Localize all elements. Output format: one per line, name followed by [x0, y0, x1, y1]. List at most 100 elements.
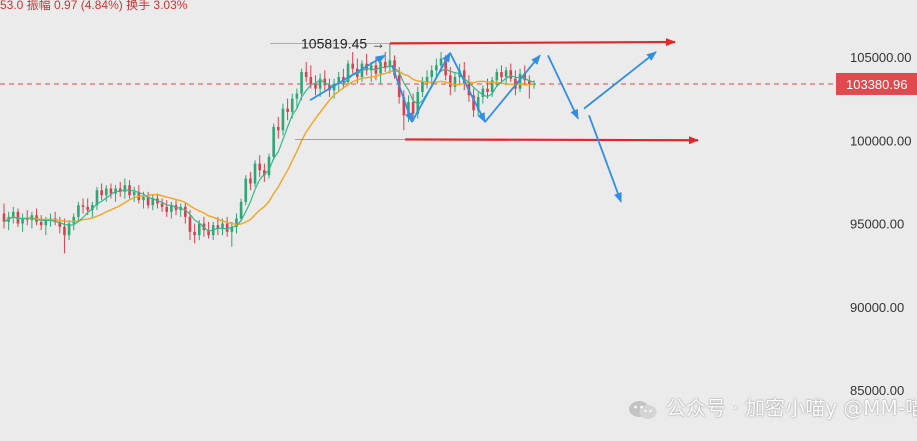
candle-body[interactable] [379, 61, 382, 74]
candle-body[interactable] [421, 81, 424, 92]
candle-body[interactable] [360, 63, 364, 77]
candle-body[interactable] [290, 98, 294, 112]
candle-body[interactable] [523, 73, 527, 81]
candle-body[interactable] [118, 188, 122, 192]
candle-body[interactable] [407, 101, 410, 116]
candle-body[interactable] [383, 61, 387, 67]
candle-body[interactable] [337, 76, 341, 84]
candle-body[interactable] [258, 163, 262, 171]
y-tick-label: 100000.00 [850, 133, 911, 148]
candle-body[interactable] [416, 91, 420, 114]
candle-body[interactable] [263, 170, 266, 176]
candle-body[interactable] [276, 126, 280, 131]
candle-body[interactable] [369, 65, 373, 71]
candle-body[interactable] [109, 188, 113, 194]
candle-body[interactable] [235, 218, 238, 227]
candle-body[interactable] [528, 80, 531, 84]
candle-body[interactable] [267, 156, 271, 176]
candle-body[interactable] [249, 178, 252, 184]
candle-body[interactable] [67, 223, 71, 236]
candle-body[interactable] [197, 223, 201, 236]
candle-body[interactable] [314, 83, 317, 89]
candle-body[interactable] [318, 78, 322, 89]
candle-body[interactable] [2, 213, 6, 222]
candle-body[interactable] [351, 63, 354, 69]
candle-body[interactable] [104, 188, 108, 196]
candle-body[interactable] [63, 226, 66, 236]
candle-body[interactable] [244, 178, 248, 202]
candle-body[interactable] [184, 206, 187, 217]
candle-body[interactable] [225, 223, 229, 232]
y-tick-label: 85000.00 [850, 383, 904, 398]
candle-body[interactable] [402, 96, 406, 116]
candle-body[interactable] [44, 220, 48, 226]
candle-body[interactable] [77, 205, 80, 217]
candle-body[interactable] [425, 76, 429, 82]
candle-body[interactable] [309, 76, 313, 84]
candle-body[interactable] [514, 78, 517, 89]
candle-body[interactable] [239, 201, 243, 219]
candle-body[interactable] [304, 71, 308, 77]
candle-body[interactable] [286, 108, 289, 112]
candle-body[interactable] [281, 108, 285, 131]
candle-body[interactable] [151, 198, 155, 206]
candle-body[interactable] [11, 211, 15, 217]
candle-body[interactable] [435, 65, 438, 71]
candle-body[interactable] [504, 70, 508, 77]
candle-body[interactable] [86, 206, 89, 211]
candle-body[interactable] [16, 211, 20, 224]
candle-body[interactable] [481, 88, 485, 97]
candle-body[interactable] [476, 96, 480, 111]
candle-body[interactable] [188, 216, 192, 232]
y-tick-label: 95000.00 [850, 217, 904, 232]
candle-body[interactable] [142, 196, 145, 201]
candle-body[interactable] [207, 230, 210, 236]
candle-body[interactable] [490, 80, 494, 92]
candle-body[interactable] [21, 218, 24, 224]
candle-body[interactable] [444, 58, 447, 76]
candle-body[interactable] [346, 63, 350, 82]
candle-body[interactable] [332, 83, 336, 91]
candle-body[interactable] [170, 205, 173, 212]
candle-body[interactable] [272, 126, 275, 157]
candle-body[interactable] [486, 88, 489, 92]
current-price-tag [836, 72, 917, 95]
candle-body[interactable] [81, 205, 85, 207]
candle-body[interactable] [123, 185, 127, 192]
candle-body[interactable] [230, 226, 234, 232]
annotation-blue-arrow [588, 114, 622, 203]
candle-body[interactable] [495, 71, 499, 81]
candle-body[interactable] [253, 163, 257, 184]
candle-body[interactable] [165, 206, 169, 212]
candle-body[interactable] [449, 75, 452, 87]
candle-body[interactable] [462, 70, 466, 84]
candle-body[interactable] [388, 60, 392, 67]
candle-body[interactable] [439, 58, 443, 66]
candle-body[interactable] [128, 185, 131, 196]
candle-body[interactable] [216, 225, 220, 229]
candle-body[interactable] [295, 93, 299, 99]
candle-body[interactable] [100, 190, 103, 196]
candle-body[interactable] [430, 70, 434, 77]
annotation-blue-arrow [411, 51, 451, 123]
candle-body[interactable] [193, 231, 196, 236]
candle-body[interactable] [411, 101, 415, 114]
candle-body[interactable] [146, 196, 150, 206]
candle-body[interactable] [160, 203, 164, 207]
candle-body[interactable] [453, 76, 457, 87]
candle-body[interactable] [132, 191, 136, 196]
candle-body[interactable] [72, 216, 76, 224]
candle-body[interactable] [39, 221, 43, 226]
candle-body[interactable] [500, 71, 503, 77]
candle-body[interactable] [472, 95, 475, 111]
candle-body[interactable] [58, 221, 62, 227]
candle-body[interactable] [221, 223, 224, 229]
candle-body[interactable] [95, 190, 99, 206]
candle-body[interactable] [91, 205, 94, 211]
current-price-label: 103380.96 [846, 77, 907, 92]
wechat-icon [629, 400, 657, 419]
candle-body[interactable] [509, 70, 513, 79]
candle-body[interactable] [518, 73, 522, 89]
candle-body[interactable] [300, 71, 303, 94]
